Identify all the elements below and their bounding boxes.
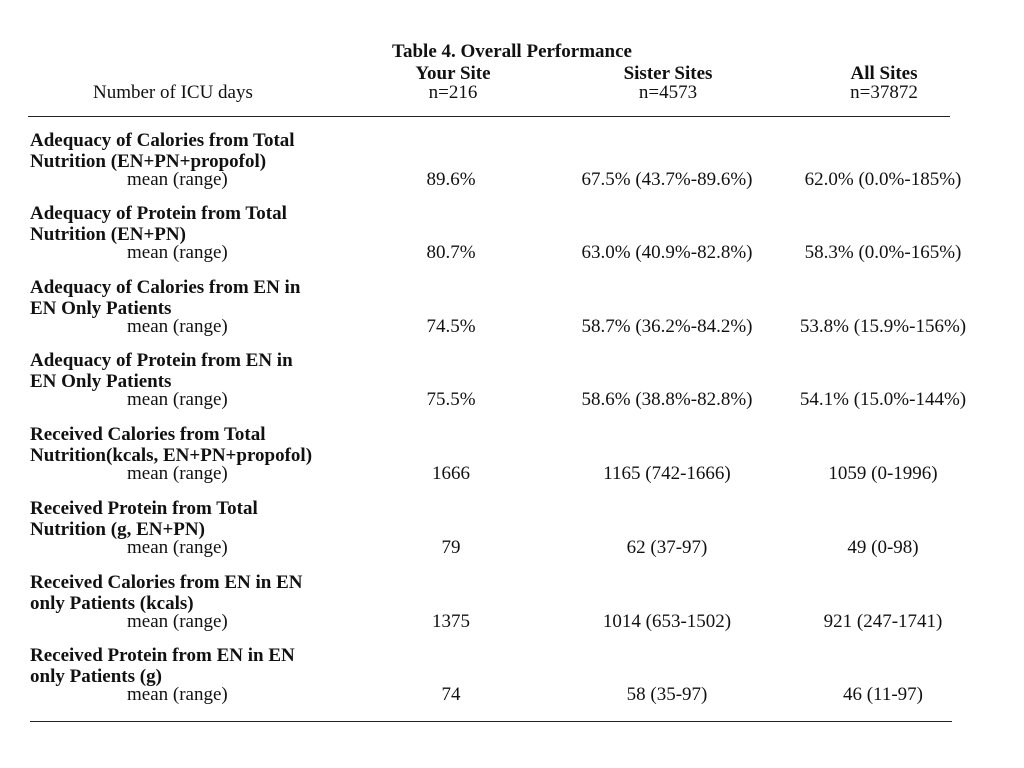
row-subheader: mean (range) <box>127 537 228 558</box>
row-label: Adequacy of Calories from EN in EN Only … <box>30 277 300 319</box>
row-label-line: Received Protein from EN in EN <box>30 645 295 666</box>
column-header-sister-sites: Sister Sites n=4573 <box>558 64 778 102</box>
row-subheader: mean (range) <box>127 463 228 484</box>
row-label-line: Nutrition (EN+PN+propofol) <box>30 151 267 172</box>
cell-all-sites: 46 (11-97) <box>842 684 924 705</box>
row-label-line: Adequacy of Protein from Total <box>30 203 287 224</box>
table-row: Adequacy of Protein from Total Nutrition… <box>0 203 1024 277</box>
cell-all-sites: 1059 (0-1996) <box>828 463 938 484</box>
row-label-line: EN Only Patients <box>30 298 172 319</box>
cell-sister-sites: 62 (37-97) <box>626 537 708 558</box>
row-label-line: Adequacy of Calories from EN in <box>30 277 301 298</box>
cell-sister-sites: 58.6% (38.8%-82.8%) <box>581 389 753 410</box>
column-n: n=4573 <box>638 82 698 103</box>
cell-your-site: 80.7% <box>426 242 476 263</box>
row-label-line: EN Only Patients <box>30 371 172 392</box>
row-label: Adequacy of Protein from Total Nutrition… <box>30 203 287 245</box>
table-row: Adequacy of Protein from EN in EN Only P… <box>0 350 1024 424</box>
row-subheader: mean (range) <box>127 684 228 705</box>
cell-your-site: 1666 <box>432 463 470 484</box>
cell-your-site: 1375 <box>432 611 470 632</box>
cell-your-site: 74.5% <box>426 316 476 337</box>
row-subheader: mean (range) <box>127 611 228 632</box>
row-label: Adequacy of Calories from Total Nutritio… <box>30 130 295 172</box>
cell-sister-sites: 63.0% (40.9%-82.8%) <box>581 242 753 263</box>
cell-sister-sites: 1014 (653-1502) <box>602 611 732 632</box>
row-label-line: Nutrition (EN+PN) <box>30 224 186 245</box>
row-label-line: Nutrition (g, EN+PN) <box>30 519 205 540</box>
table-row: Adequacy of Calories from Total Nutritio… <box>0 130 1024 204</box>
row-label-line: Received Protein from Total <box>30 498 258 519</box>
column-name: Your Site <box>415 63 491 84</box>
column-header-all-sites: All Sites n=37872 <box>774 64 994 102</box>
row-subheader: mean (range) <box>127 389 228 410</box>
cell-sister-sites: 58 (35-97) <box>626 684 708 705</box>
table-row: Received Protein from Total Nutrition (g… <box>0 498 1024 572</box>
row-label: Received Protein from Total Nutrition (g… <box>30 498 258 540</box>
table-bottom-rule <box>30 721 952 722</box>
cell-all-sites: 921 (247-1741) <box>823 611 943 632</box>
row-subheader: mean (range) <box>127 169 228 190</box>
row-label: Received Calories from EN in EN only Pat… <box>30 572 302 614</box>
column-n: n=37872 <box>850 82 918 103</box>
row-subheader: mean (range) <box>127 242 228 263</box>
cell-sister-sites: 58.7% (36.2%-84.2%) <box>581 316 753 337</box>
table-title: Table 4. Overall Performance <box>392 41 632 62</box>
cell-your-site: 79 <box>441 537 461 558</box>
row-label-line: Adequacy of Calories from Total <box>30 130 295 151</box>
cell-your-site: 75.5% <box>426 389 476 410</box>
row-label-line: Received Calories from EN in EN <box>30 572 303 593</box>
column-header-your-site: Your Site n=216 <box>343 64 563 102</box>
table-row: Received Calories from EN in EN only Pat… <box>0 572 1024 646</box>
row-label-line: only Patients (g) <box>30 666 162 687</box>
row-subheader: mean (range) <box>127 316 228 337</box>
cell-your-site: 89.6% <box>426 169 476 190</box>
row-label: Received Calories from Total Nutrition(k… <box>30 424 312 466</box>
cell-sister-sites: 67.5% (43.7%-89.6%) <box>581 169 753 190</box>
cell-all-sites: 54.1% (15.0%-144%) <box>799 389 967 410</box>
row-label-line: Adequacy of Protein from EN in <box>30 350 293 371</box>
header-divider <box>28 116 950 117</box>
row-header: Number of ICU days <box>93 82 253 103</box>
table-row: Adequacy of Calories from EN in EN Only … <box>0 277 1024 351</box>
row-label-line: only Patients (kcals) <box>30 593 194 614</box>
cell-all-sites: 62.0% (0.0%-185%) <box>804 169 962 190</box>
column-name: Sister Sites <box>623 63 713 84</box>
cell-your-site: 74 <box>441 684 461 705</box>
cell-all-sites: 53.8% (15.9%-156%) <box>799 316 967 337</box>
table-row: Received Calories from Total Nutrition(k… <box>0 424 1024 498</box>
row-label-line: Nutrition(kcals, EN+PN+propofol) <box>30 445 313 466</box>
row-label-line: Received Calories from Total <box>30 424 266 445</box>
cell-all-sites: 58.3% (0.0%-165%) <box>804 242 962 263</box>
column-name: All Sites <box>850 63 918 84</box>
row-label: Adequacy of Protein from EN in EN Only P… <box>30 350 293 392</box>
cell-all-sites: 49 (0-98) <box>847 537 919 558</box>
column-n: n=216 <box>428 82 478 103</box>
row-label: Received Protein from EN in EN only Pati… <box>30 645 295 687</box>
cell-sister-sites: 1165 (742-1666) <box>603 463 731 484</box>
table-row: Received Protein from EN in EN only Pati… <box>0 645 1024 719</box>
